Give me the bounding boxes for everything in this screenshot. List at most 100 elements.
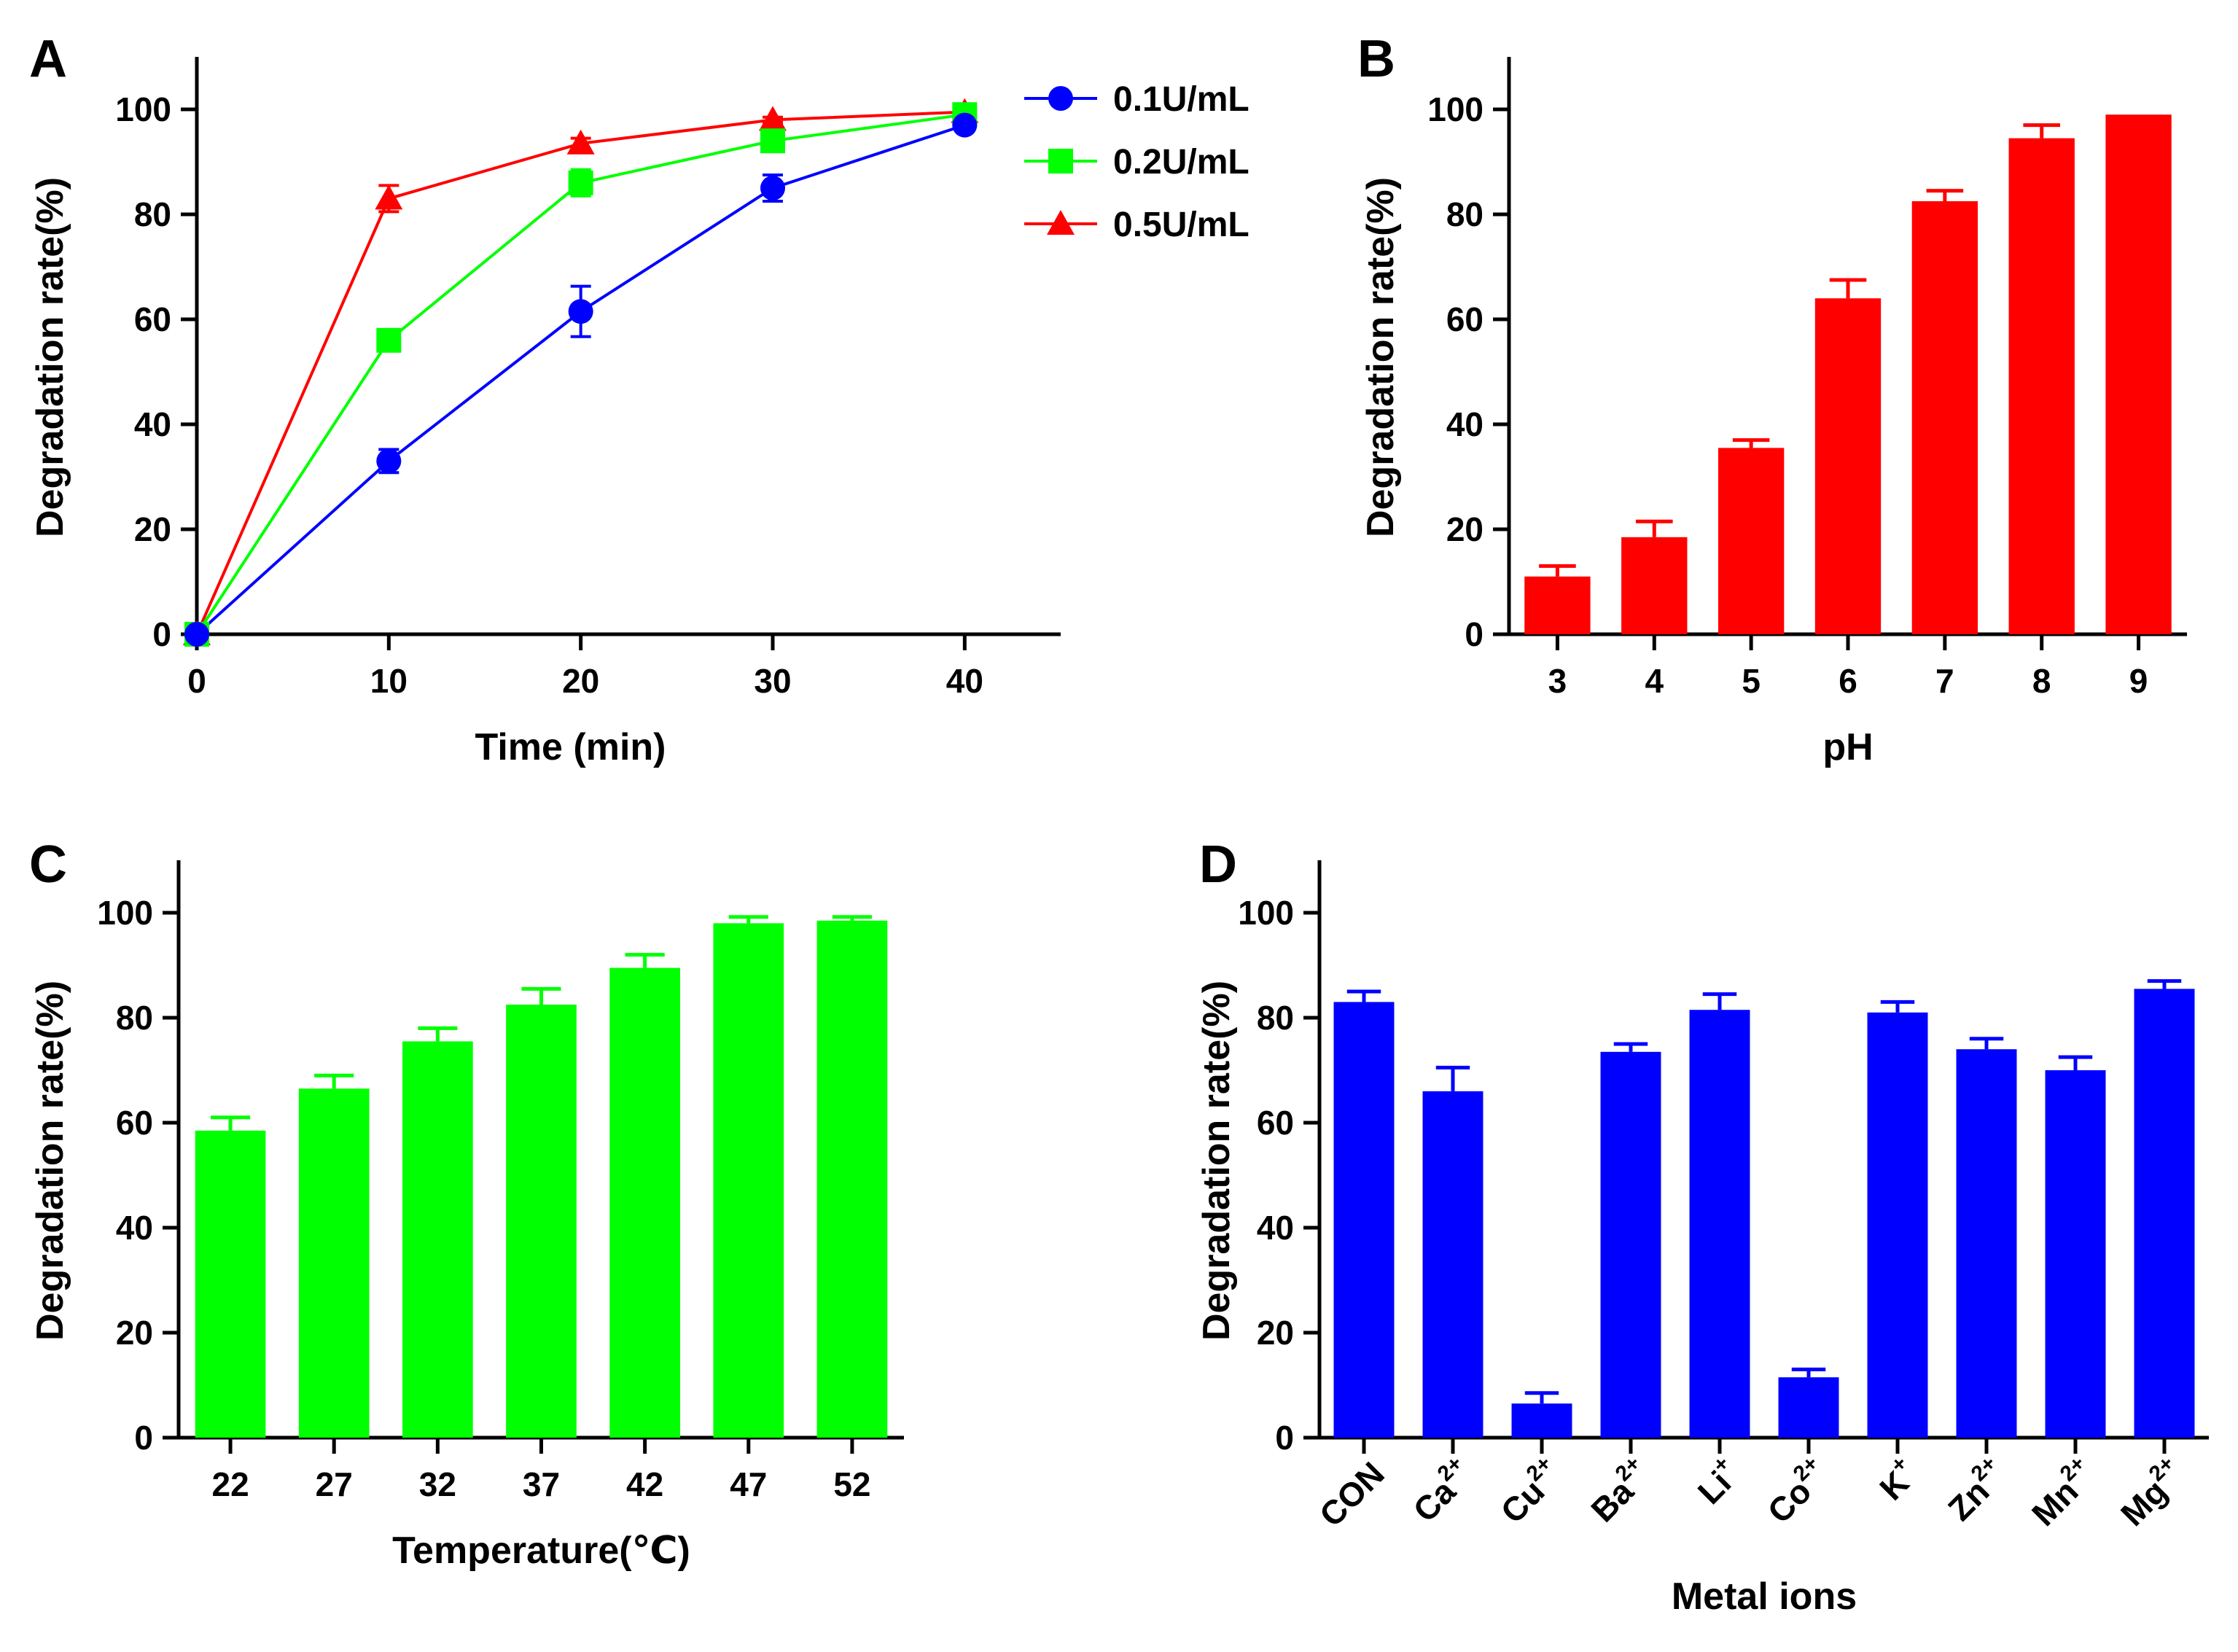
- y-tick-label: 20: [116, 1314, 153, 1352]
- x-tick-label: Co2+: [1757, 1452, 1836, 1531]
- y-tick-label: 40: [134, 405, 171, 443]
- x-tick-label: Ba2+: [1580, 1452, 1658, 1530]
- bar: [1778, 1377, 1839, 1438]
- x-tick-label: 5: [1742, 662, 1761, 700]
- bar: [1600, 1051, 1661, 1438]
- legend-marker-triangle: [1047, 210, 1075, 235]
- x-tick-label: K+: [1869, 1452, 1925, 1508]
- y-tick-label: 20: [1257, 1314, 1294, 1352]
- bar: [2105, 114, 2172, 634]
- bar: [1524, 576, 1591, 634]
- x-axis-title: Time (min): [475, 726, 666, 768]
- x-tick-label: 6: [1839, 662, 1857, 700]
- bar: [713, 923, 784, 1438]
- x-tick-label: 9: [2129, 662, 2148, 700]
- panel-c: 0 20 40 60 80 100 Degradation rate(%) C 22 27 32 37…: [29, 835, 904, 1572]
- x-tick-label: 0: [187, 662, 206, 700]
- data-point-square: [760, 128, 785, 154]
- y-tick-label: 100: [115, 90, 171, 128]
- x-tick-label: 20: [562, 662, 599, 700]
- x-tick-label: CON: [1312, 1454, 1392, 1534]
- y-axis-title: Degradation rate(%): [29, 177, 71, 537]
- x-tick-label: 27: [316, 1465, 353, 1503]
- bar: [1422, 1091, 1483, 1438]
- x-tick-label: 30: [754, 662, 791, 700]
- data-point-square: [568, 170, 593, 195]
- y-tick-label: 40: [1257, 1209, 1294, 1247]
- panel-letter: D: [1199, 835, 1237, 894]
- x-tick-label: Mn2+: [2021, 1452, 2103, 1533]
- y-tick-label: 0: [134, 1419, 153, 1457]
- panel-letter: A: [29, 30, 67, 88]
- y-tick-label: 0: [152, 615, 171, 653]
- y-tick-label: 80: [116, 999, 153, 1037]
- x-tick-label: 3: [1548, 662, 1567, 700]
- y-tick-label: 0: [1465, 615, 1483, 653]
- data-point-circle: [184, 622, 209, 647]
- y-tick-label: 40: [1446, 405, 1483, 443]
- bar: [402, 1041, 473, 1438]
- x-axis-title: Metal ions: [1672, 1575, 1857, 1618]
- y-axis-title: Degradation rate(%): [1196, 981, 1238, 1341]
- legend-marker-circle: [1048, 86, 1073, 111]
- x-tick-label: 52: [833, 1465, 870, 1503]
- legend-label: 0.5U/mL: [1113, 206, 1249, 244]
- bar: [195, 1130, 266, 1438]
- x-tick-label: Cu2+: [1490, 1452, 1570, 1531]
- bar: [816, 920, 888, 1438]
- data-point-triangle: [759, 106, 787, 131]
- legend-label: 0.2U/mL: [1113, 143, 1249, 182]
- bar: [2045, 1070, 2106, 1438]
- x-tick-label: 42: [626, 1465, 663, 1503]
- data-point-circle: [568, 299, 593, 324]
- y-tick-label: 60: [116, 1104, 153, 1142]
- y-tick-label: 20: [134, 510, 171, 548]
- y-tick-label: 80: [1446, 195, 1483, 233]
- data-point-triangle: [375, 184, 403, 210]
- data-point-triangle: [566, 129, 595, 155]
- x-tick-label: 4: [1645, 662, 1664, 700]
- panel-b: 0 20 40 60 80 100 Degradation rate(%) B 3 4 5 6 7 8 9 p…: [1357, 30, 2187, 768]
- bar: [1718, 448, 1785, 634]
- y-tick-label: 20: [1446, 510, 1483, 548]
- x-tick-label: 7: [1935, 662, 1954, 700]
- bar: [1689, 1010, 1750, 1438]
- x-tick-label: Zn2+: [1938, 1452, 2014, 1528]
- x-tick-label: 40: [946, 662, 983, 700]
- x-tick-label: Ca2+: [1403, 1452, 1481, 1530]
- bar: [2134, 989, 2195, 1438]
- bar: [2008, 138, 2075, 635]
- y-tick-label: 60: [1257, 1104, 1294, 1142]
- x-axis-title: Temperature(℃): [392, 1530, 690, 1572]
- ion-symbol: CON: [1312, 1454, 1392, 1534]
- bar: [1333, 1002, 1395, 1438]
- x-tick-label: 37: [523, 1465, 560, 1503]
- x-tick-label: 8: [2032, 662, 2051, 700]
- data-point-circle: [952, 112, 978, 138]
- y-axis-title: Degradation rate(%): [29, 981, 71, 1341]
- legend-marker-square: [1048, 149, 1073, 174]
- x-tick-label: 32: [419, 1465, 456, 1503]
- bar: [1911, 201, 1978, 634]
- data-point-circle: [760, 176, 785, 200]
- bar: [506, 1005, 577, 1438]
- panel-letter: C: [29, 835, 67, 894]
- data-point-square: [376, 327, 402, 353]
- y-axis-title: Degradation rate(%): [1360, 177, 1402, 537]
- bar: [1621, 537, 1688, 634]
- bar: [1956, 1049, 2017, 1438]
- bar: [609, 967, 680, 1438]
- x-axis-title: pH: [1822, 726, 1873, 768]
- y-tick-label: 80: [134, 195, 171, 233]
- x-tick-label: 10: [370, 662, 408, 700]
- y-tick-label: 0: [1275, 1419, 1294, 1457]
- bar: [1814, 298, 1882, 634]
- bar: [1511, 1403, 1572, 1438]
- bar: [1867, 1012, 1928, 1438]
- data-point-circle: [376, 448, 402, 474]
- y-tick-label: 80: [1257, 999, 1294, 1037]
- y-tick-label: 100: [1427, 90, 1483, 128]
- panel-letter: B: [1357, 30, 1395, 88]
